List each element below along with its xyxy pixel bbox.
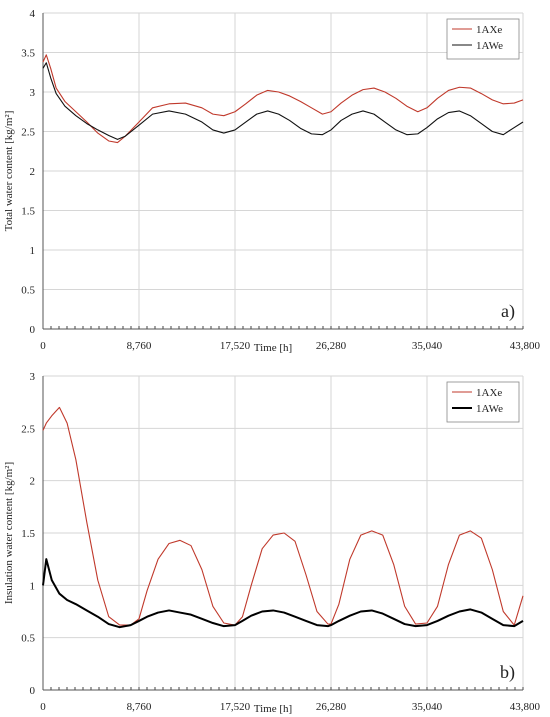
y-tick-label: 1.5: [21, 206, 35, 218]
x-axis-label: Time [h]: [254, 342, 292, 354]
x-tick-label: 8,760: [127, 340, 152, 352]
x-tick-label: 8,760: [127, 701, 152, 713]
y-tick-label: 3.5: [21, 48, 35, 60]
legend-label: 1AWe: [476, 40, 503, 52]
series-line-1axe: [42, 406, 524, 626]
legend-label: 1AWe: [476, 403, 503, 415]
x-tick-label: 0: [40, 340, 46, 352]
legend-label: 1AXe: [476, 24, 502, 36]
y-tick-label: 2: [30, 166, 36, 178]
x-tick-label: 17,520: [220, 701, 251, 713]
legend-box: [446, 381, 520, 423]
x-axis-label: Time [h]: [254, 703, 292, 715]
y-tick-label: 2.5: [21, 423, 35, 435]
panel-label: b): [500, 662, 515, 683]
y-axis-label: Total water content [kg/m²]: [3, 111, 15, 232]
x-tick-label: 26,280: [316, 701, 347, 713]
series-line-1axe: [42, 54, 524, 144]
y-tick-label: 0.5: [21, 285, 35, 297]
y-tick-label: 3: [30, 371, 36, 383]
y-axis-label: Insulation water content [kg/m²]: [3, 462, 15, 604]
x-tick-label: 35,040: [412, 340, 443, 352]
chart-insulation-water: 0 0.5 1 1.5 2 2.5 3 0 8,760 17,520 26,280 35,040 43,…: [3, 371, 541, 715]
x-tick-label: 43,800: [510, 701, 541, 713]
x-tick-label: 26,280: [316, 340, 347, 352]
y-tick-label: 2: [30, 476, 36, 488]
panel-label: a): [501, 301, 515, 322]
y-tick-label: 2.5: [21, 127, 35, 139]
y-tick-label: 1.5: [21, 528, 35, 540]
x-tick-label: 43,800: [510, 340, 541, 352]
series-line-1awe: [42, 62, 524, 140]
y-tick-label: 0: [30, 685, 36, 697]
y-tick-label: 0.5: [21, 633, 35, 645]
x-tick-label: 35,040: [412, 701, 443, 713]
chart-total-water: 0 0.5 1 1.5 2 2.5 3 3.5 4 0 8,760 17,520 26,280 35,04…: [3, 8, 541, 354]
legend-box: [446, 18, 520, 60]
y-tick-label: 1: [30, 580, 36, 592]
y-tick-label: 4: [30, 8, 36, 20]
y-tick-label: 0: [30, 324, 36, 336]
x-tick-label: 17,520: [220, 340, 251, 352]
legend-label: 1AXe: [476, 387, 502, 399]
series-line-1awe: [42, 558, 524, 629]
y-tick-label: 1: [30, 245, 36, 257]
x-tick-label: 0: [40, 701, 46, 713]
y-tick-label: 3: [30, 87, 36, 99]
